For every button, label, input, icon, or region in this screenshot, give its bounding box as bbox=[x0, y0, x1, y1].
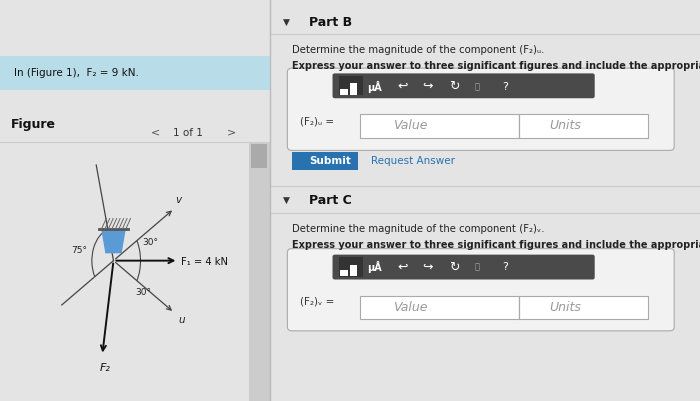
Text: Express your answer to three significant figures and include the appropriate uni: Express your answer to three significant… bbox=[292, 61, 700, 71]
Text: 30°: 30° bbox=[135, 288, 151, 297]
Text: F₂: F₂ bbox=[99, 363, 111, 373]
Bar bbox=[248, 142, 270, 401]
Bar bbox=[340, 83, 348, 89]
FancyBboxPatch shape bbox=[339, 76, 363, 95]
Bar bbox=[350, 83, 358, 89]
Text: ↻: ↻ bbox=[449, 80, 459, 93]
Bar bbox=[340, 265, 348, 270]
Text: Submit: Submit bbox=[309, 156, 351, 166]
Bar bbox=[340, 265, 348, 270]
Text: Express your answer to three significant figures and include the appropriate uni: Express your answer to three significant… bbox=[292, 240, 700, 249]
Text: Figure: Figure bbox=[10, 118, 56, 131]
Bar bbox=[251, 144, 267, 168]
Text: (F₂)ᵥ =: (F₂)ᵥ = bbox=[300, 297, 335, 307]
Text: In (Figure 1),  F₂ = 9 kN.: In (Figure 1), F₂ = 9 kN. bbox=[13, 68, 139, 78]
Text: ↪: ↪ bbox=[423, 261, 433, 273]
Text: ↻: ↻ bbox=[449, 261, 459, 273]
FancyBboxPatch shape bbox=[339, 257, 363, 277]
Text: 30°: 30° bbox=[142, 238, 158, 247]
Bar bbox=[350, 89, 358, 95]
Bar bbox=[292, 152, 358, 170]
Text: ↩: ↩ bbox=[397, 80, 407, 93]
Text: >: > bbox=[227, 128, 236, 138]
Bar bbox=[340, 270, 348, 276]
Text: 75°: 75° bbox=[71, 246, 88, 255]
Bar bbox=[350, 265, 358, 270]
Text: <: < bbox=[151, 128, 160, 138]
FancyBboxPatch shape bbox=[332, 255, 595, 279]
Text: ▼: ▼ bbox=[283, 196, 290, 205]
Text: Request Answer: Request Answer bbox=[371, 156, 455, 166]
Text: Units: Units bbox=[550, 301, 582, 314]
Bar bbox=[340, 89, 348, 95]
FancyBboxPatch shape bbox=[332, 73, 595, 98]
Text: Value: Value bbox=[393, 301, 427, 314]
Polygon shape bbox=[102, 231, 125, 253]
Text: Determine the magnitude of the component (F₂)ᵥ.: Determine the magnitude of the component… bbox=[292, 224, 544, 233]
Bar bbox=[0, 56, 270, 90]
Text: u: u bbox=[178, 315, 185, 325]
Text: F₁ = 4 kN: F₁ = 4 kN bbox=[181, 257, 228, 267]
Text: μÅ: μÅ bbox=[367, 261, 382, 273]
Text: ?: ? bbox=[503, 82, 508, 91]
Text: Part C: Part C bbox=[309, 194, 351, 207]
Bar bbox=[519, 114, 648, 138]
Bar bbox=[340, 83, 348, 89]
Bar bbox=[360, 114, 519, 138]
Text: v: v bbox=[176, 194, 182, 205]
Text: ↩: ↩ bbox=[397, 261, 407, 273]
Text: Units: Units bbox=[550, 119, 582, 132]
Text: 1 of 1: 1 of 1 bbox=[173, 128, 203, 138]
Text: ⬜: ⬜ bbox=[475, 82, 480, 91]
Text: Value: Value bbox=[393, 119, 427, 132]
Bar bbox=[519, 296, 648, 319]
Text: ⬜: ⬜ bbox=[475, 263, 480, 271]
Text: ?: ? bbox=[503, 262, 508, 272]
Text: ↪: ↪ bbox=[423, 80, 433, 93]
Text: ▼: ▼ bbox=[283, 18, 290, 26]
Text: Part B: Part B bbox=[309, 16, 352, 28]
Text: (F₂)ᵤ =: (F₂)ᵤ = bbox=[300, 117, 335, 127]
Text: Determine the magnitude of the component (F₂)ᵤ.: Determine the magnitude of the component… bbox=[292, 45, 544, 55]
Bar bbox=[360, 296, 519, 319]
Text: μÅ: μÅ bbox=[367, 81, 382, 93]
Bar bbox=[350, 270, 358, 276]
FancyBboxPatch shape bbox=[288, 68, 674, 150]
FancyBboxPatch shape bbox=[288, 249, 674, 331]
